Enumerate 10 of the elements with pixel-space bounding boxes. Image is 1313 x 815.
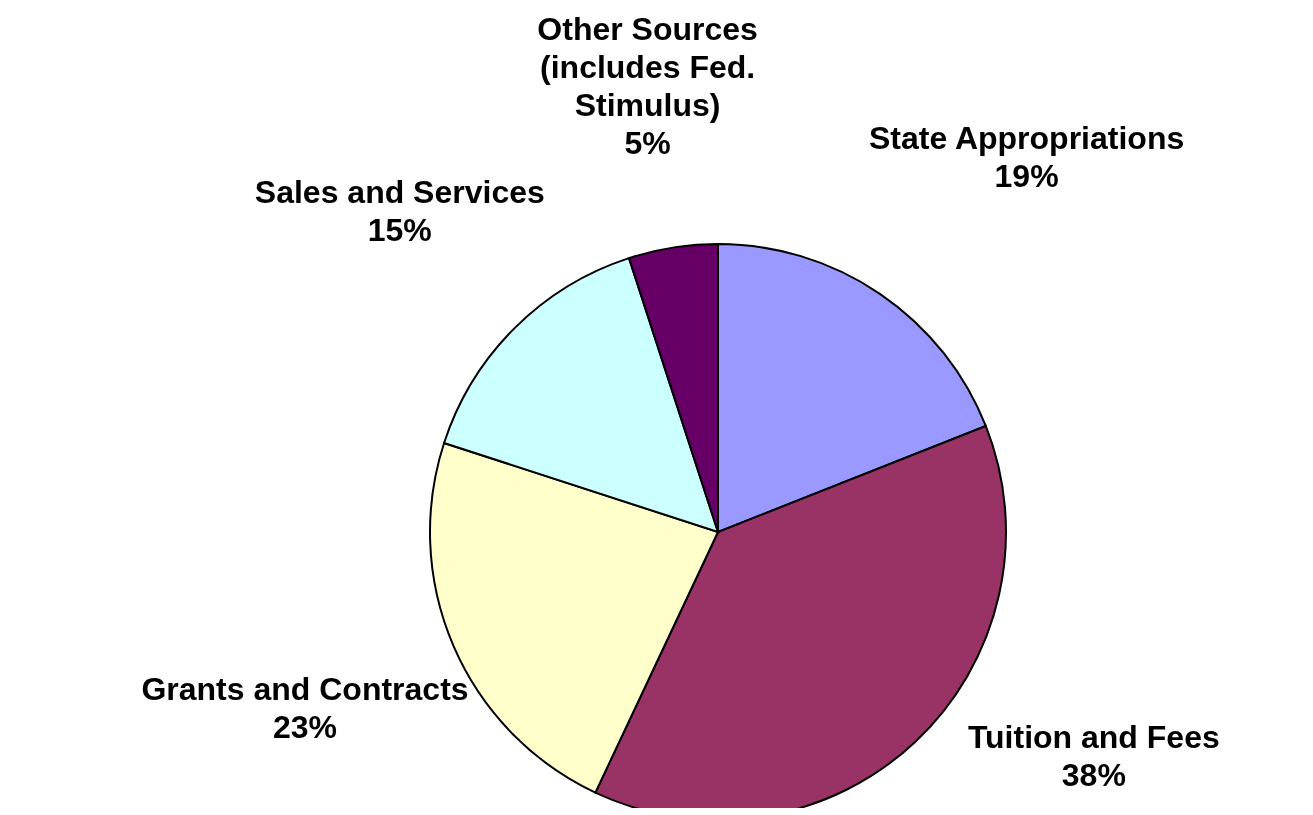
data-label: 19% <box>994 158 1059 195</box>
data-label: 15% <box>367 212 432 249</box>
slice-label: State Appropriations <box>868 120 1185 157</box>
slice-label: Sales and Services <box>254 174 545 211</box>
data-label: 5% <box>624 125 671 162</box>
slice-label: Tuition and Fees <box>967 719 1220 756</box>
data-label: 38% <box>1061 757 1126 794</box>
slice-label: Other Sources (includes Fed. Stimulus) <box>537 11 758 124</box>
slice-label: Grants and Contracts <box>141 671 469 708</box>
data-label: 23% <box>272 709 338 746</box>
